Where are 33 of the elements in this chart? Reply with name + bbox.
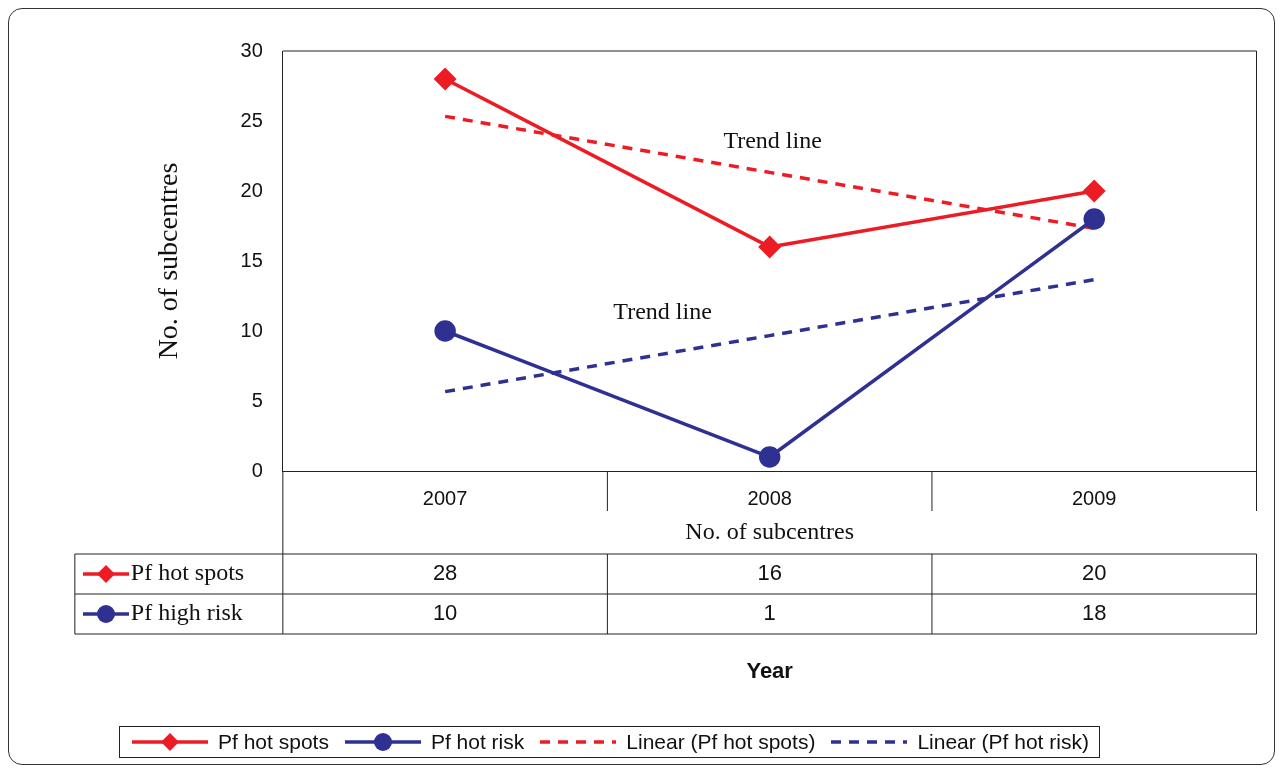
legend-label: Linear (Pf hot spots) [626, 730, 816, 754]
point [1083, 208, 1105, 230]
data-label: 10 [432, 600, 458, 626]
y-tick-label: 15 [240, 248, 263, 271]
data-label: 18 [1081, 600, 1107, 626]
text: Pf hot spots [130, 559, 245, 586]
text: Pf high risk [130, 599, 243, 626]
text: Year [746, 658, 794, 684]
annotation: Trend line [723, 127, 822, 154]
y-tick-label: 25 [240, 108, 263, 131]
point [758, 446, 781, 468]
point [758, 236, 781, 258]
x-tick-label: 2009 [1071, 486, 1117, 509]
point [434, 320, 456, 342]
point [434, 68, 456, 90]
legend-label: Pf hot spots [218, 730, 329, 754]
data-label: 16 [757, 560, 782, 586]
data-label: 20 [1081, 560, 1107, 586]
legend-label: Linear (Pf hot risk) [917, 730, 1089, 754]
y-tick-label: 20 [240, 178, 263, 201]
x-tick-label: 2007 [422, 486, 468, 509]
data-label: 28 [432, 560, 458, 586]
point [1083, 180, 1105, 202]
data-label: 1 [763, 600, 776, 626]
y-tick-label: 0 [251, 458, 263, 481]
text: No. of subcentres [685, 518, 854, 545]
legend-label: Pf hot risk [430, 730, 525, 754]
x-tick-label: 2008 [747, 486, 792, 509]
y-tick-label: 5 [251, 388, 263, 411]
y-axis-title: No. of subcentres [152, 162, 184, 360]
y-tick-label: 30 [240, 38, 263, 61]
annotation: Trend line [613, 298, 712, 325]
y-tick-label: 10 [240, 318, 263, 341]
